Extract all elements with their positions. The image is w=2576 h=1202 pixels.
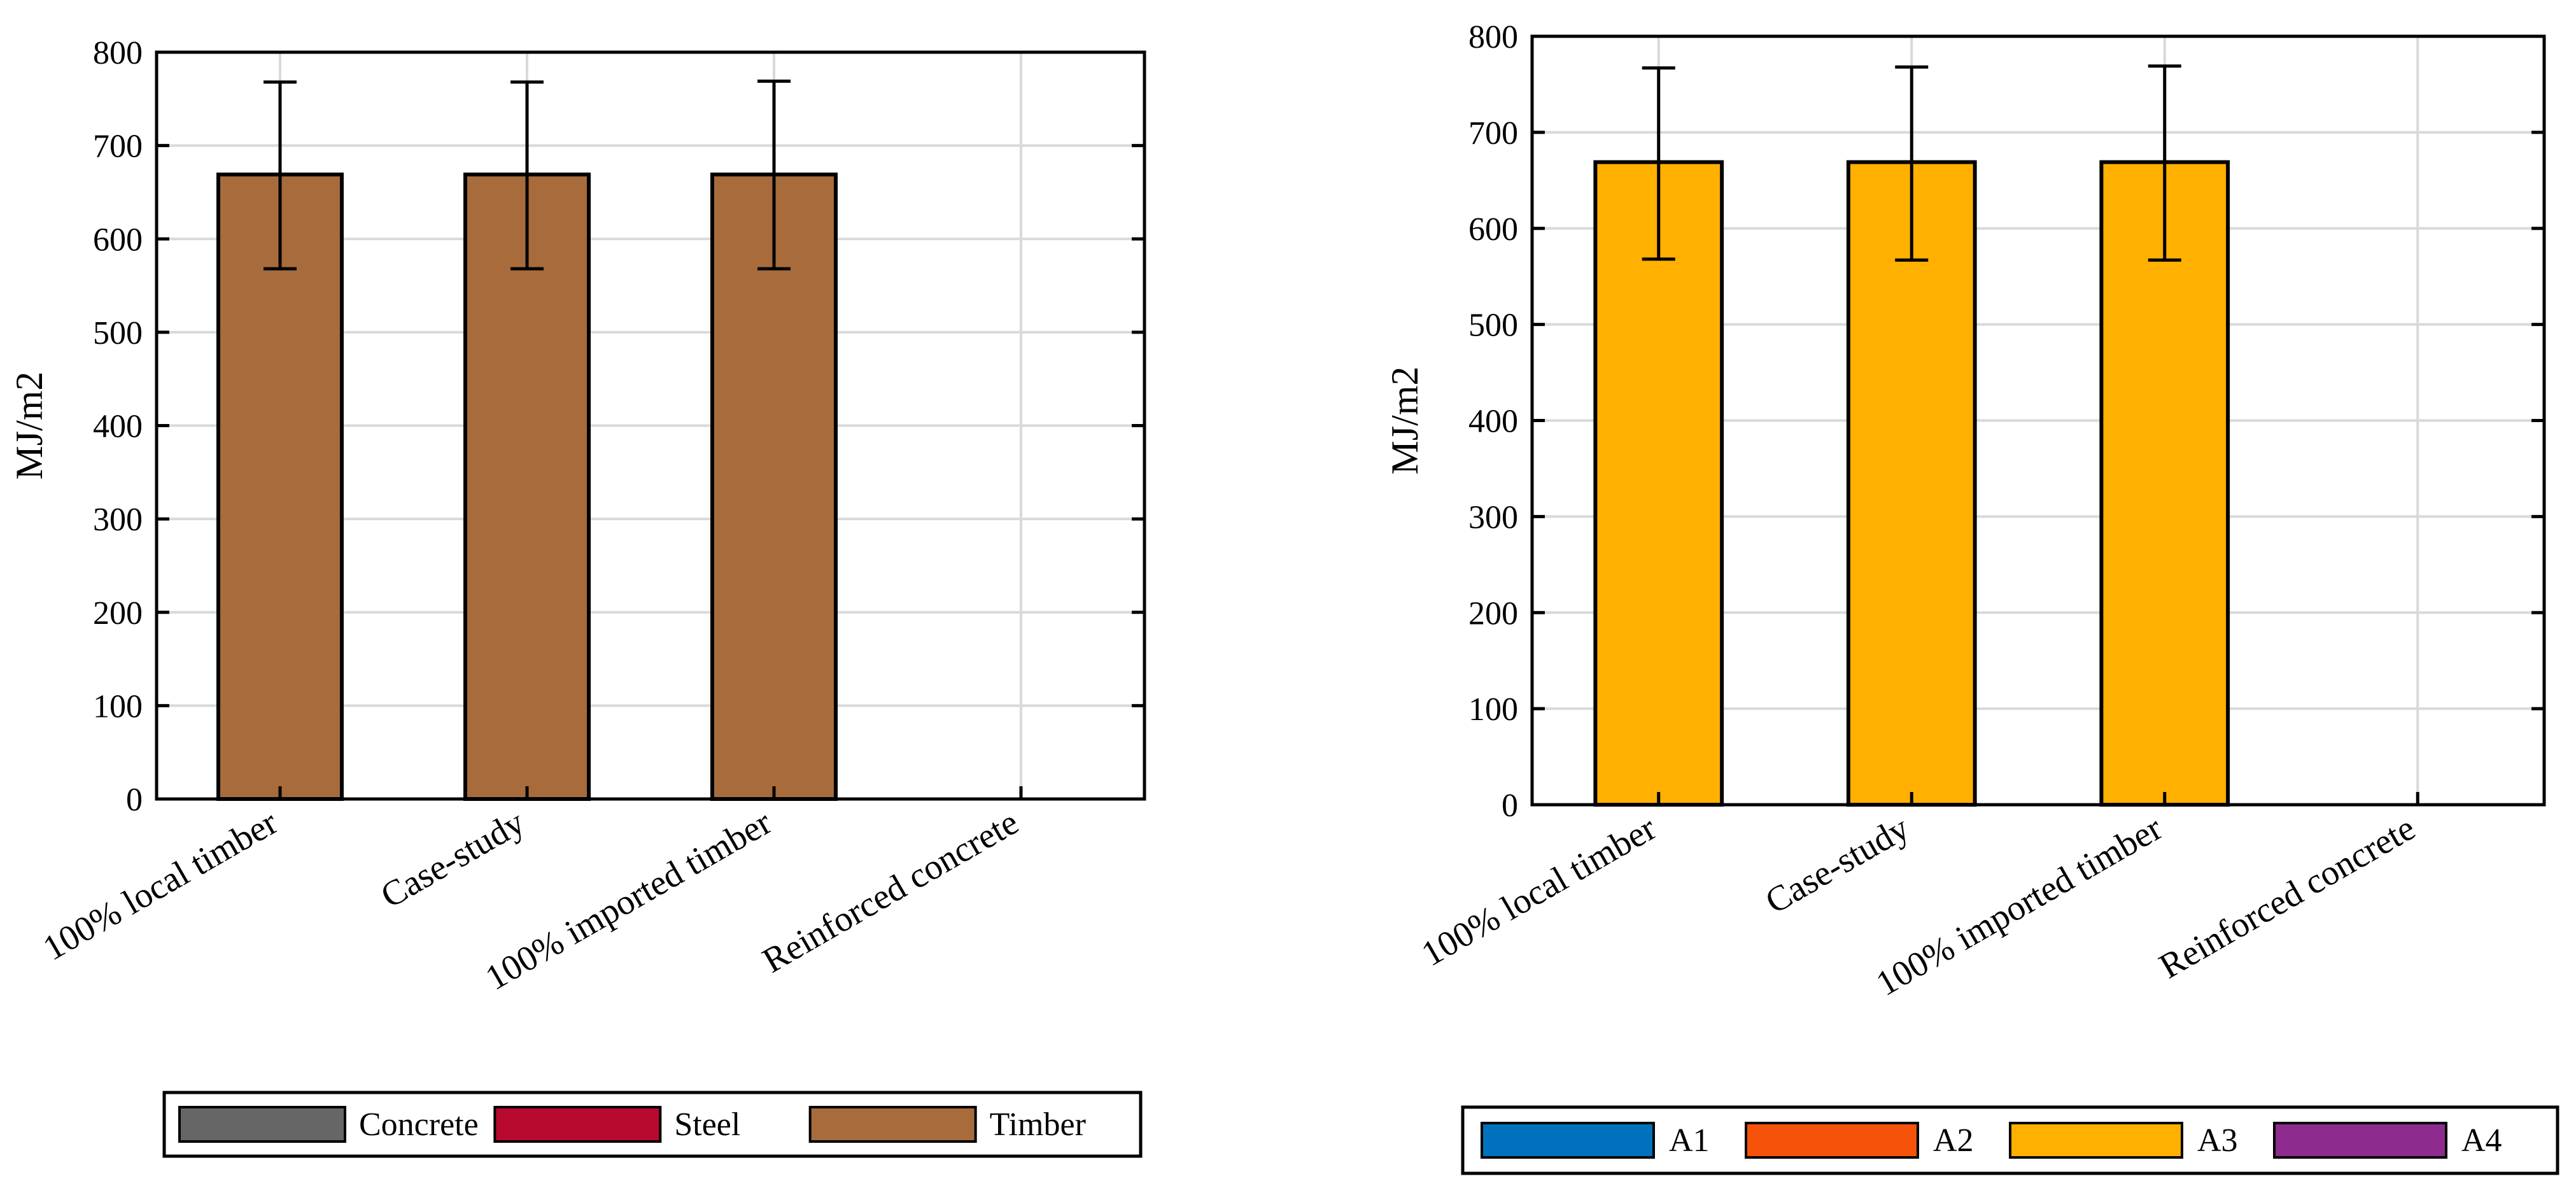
y-tick-label: 600	[1468, 211, 1518, 248]
chart-1: 0 100 200 300 400 500 600 700 800 100% local timb…	[8, 35, 1146, 1158]
legend-label-a4: A4	[2461, 1122, 2502, 1159]
y-tick-label: 0	[1502, 788, 1518, 824]
y-tick-label: 800	[93, 35, 143, 71]
legend-swatch-concrete	[178, 1106, 346, 1143]
x-tick-label: Reinforced concrete	[756, 803, 1025, 981]
legend: A1 A2 A3 A4	[1461, 1105, 2559, 1175]
legend-swatch-steel	[493, 1106, 662, 1143]
error-bars	[1642, 64, 2181, 262]
y-tick-label: 300	[93, 502, 143, 538]
x-tick-label: 100% local timber	[1415, 808, 1663, 974]
y-tick-label: 500	[1468, 308, 1518, 344]
y-axis-label: MJ/m2	[8, 371, 50, 479]
y-tick-label: 700	[93, 129, 143, 165]
y-axis: 0 100 200 300 400 500 600 700 800	[1468, 19, 2544, 824]
y-tick-label: 400	[93, 409, 143, 445]
x-tick-label: 100% imported timber	[1869, 808, 2169, 1003]
legend-label-timber: Timber	[990, 1107, 1086, 1143]
legend: Concrete Steel Timber	[162, 1091, 1143, 1158]
y-tick-label: 100	[1468, 691, 1518, 728]
chart-2: 0 100 200 300 400 500 600 700 800 100% local timb…	[1384, 19, 2559, 1175]
bar-timber	[710, 173, 838, 801]
bar-a3	[2099, 160, 2230, 807]
bar-timber	[216, 173, 344, 801]
error-bars	[264, 79, 791, 271]
y-tick-label: 700	[1468, 115, 1518, 152]
bars	[1593, 160, 2230, 807]
legend-label-steel: Steel	[674, 1107, 740, 1143]
legend-label-a2: A2	[1933, 1122, 1974, 1159]
bar-a3	[1846, 160, 1977, 807]
y-tick-label: 0	[126, 782, 143, 818]
x-tick-label: Case-study	[1759, 809, 1916, 922]
legend-swatch-a1	[1481, 1122, 1655, 1159]
y-axis-label: MJ/m2	[1384, 366, 1426, 474]
y-tick-label: 600	[93, 222, 143, 258]
y-tick-label: 100	[93, 688, 143, 725]
x-tick-label: Reinforced concrete	[2153, 809, 2422, 987]
y-tick-label: 500	[93, 315, 143, 351]
y-tick-label: 200	[1468, 595, 1518, 632]
bars	[216, 173, 838, 801]
legend-swatch-a3	[2009, 1122, 2183, 1159]
legend-swatch-timber	[808, 1106, 977, 1143]
x-tick-label: Case-study	[374, 803, 531, 916]
y-tick-label: 800	[1468, 19, 1518, 55]
legend-label-a1: A1	[1669, 1122, 1710, 1159]
legend-label-concrete: Concrete	[359, 1107, 479, 1143]
legend-swatch-a4	[2273, 1122, 2447, 1159]
x-tick-label: 100% local timber	[36, 802, 285, 968]
y-axis: 0 100 200 300 400 500 600 700 800	[93, 35, 1144, 818]
legend-swatch-a2	[1745, 1122, 1919, 1159]
legend-label-a3: A3	[2197, 1122, 2238, 1159]
y-tick-label: 200	[93, 595, 143, 632]
y-tick-label: 400	[1468, 404, 1518, 440]
y-tick-label: 300	[1468, 499, 1518, 535]
